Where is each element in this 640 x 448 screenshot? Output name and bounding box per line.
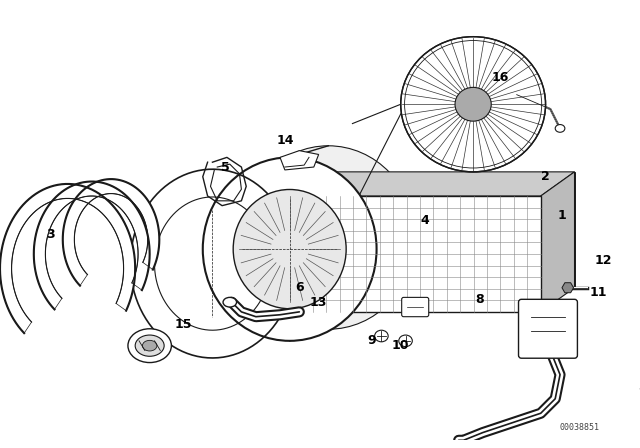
Ellipse shape (143, 340, 157, 351)
Polygon shape (300, 196, 541, 312)
Text: 00038851: 00038851 (559, 423, 599, 432)
Polygon shape (0, 184, 135, 333)
Ellipse shape (399, 335, 412, 347)
Text: 11: 11 (590, 286, 607, 299)
Ellipse shape (374, 330, 388, 342)
Polygon shape (131, 169, 294, 358)
Polygon shape (333, 172, 575, 288)
Text: 9: 9 (367, 334, 376, 347)
Text: 8: 8 (476, 293, 484, 306)
Polygon shape (541, 172, 575, 312)
Ellipse shape (556, 125, 565, 132)
Polygon shape (300, 172, 575, 196)
Text: 15: 15 (175, 318, 192, 331)
Text: 12: 12 (595, 254, 612, 267)
Ellipse shape (128, 329, 172, 362)
Ellipse shape (135, 335, 164, 356)
Text: 10: 10 (392, 339, 410, 352)
Text: 5: 5 (221, 160, 229, 173)
Text: 7: 7 (637, 388, 640, 401)
Polygon shape (63, 179, 159, 286)
Ellipse shape (401, 37, 545, 172)
Text: 2: 2 (541, 170, 550, 183)
Text: 3: 3 (46, 228, 54, 241)
Polygon shape (34, 181, 150, 310)
Text: 6: 6 (295, 281, 303, 294)
Ellipse shape (233, 190, 346, 309)
FancyBboxPatch shape (518, 299, 577, 358)
Text: 16: 16 (492, 71, 509, 84)
Text: 13: 13 (310, 296, 327, 309)
Ellipse shape (241, 146, 415, 329)
Ellipse shape (203, 157, 376, 341)
Polygon shape (562, 283, 573, 293)
Text: 4: 4 (420, 214, 429, 227)
Polygon shape (280, 151, 319, 170)
Text: 1: 1 (557, 209, 566, 222)
FancyBboxPatch shape (402, 297, 429, 317)
Ellipse shape (455, 87, 492, 121)
Ellipse shape (223, 297, 237, 307)
Text: 14: 14 (276, 134, 294, 147)
